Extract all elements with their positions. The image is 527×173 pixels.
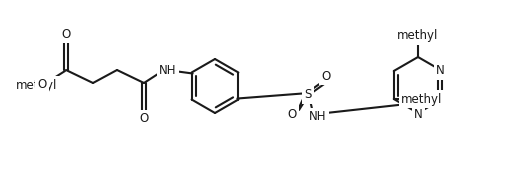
Text: O: O bbox=[287, 107, 297, 121]
Text: methyl: methyl bbox=[401, 93, 443, 106]
Text: O: O bbox=[61, 28, 71, 40]
Text: S: S bbox=[304, 89, 311, 102]
Text: methyl: methyl bbox=[397, 30, 438, 43]
Text: NH: NH bbox=[159, 63, 177, 76]
Text: O: O bbox=[139, 112, 149, 125]
Text: O: O bbox=[321, 70, 330, 83]
Text: methyl: methyl bbox=[16, 79, 57, 92]
Text: NH: NH bbox=[309, 111, 327, 124]
Text: N: N bbox=[436, 65, 445, 78]
Text: N: N bbox=[414, 108, 422, 121]
Text: O: O bbox=[37, 79, 46, 92]
